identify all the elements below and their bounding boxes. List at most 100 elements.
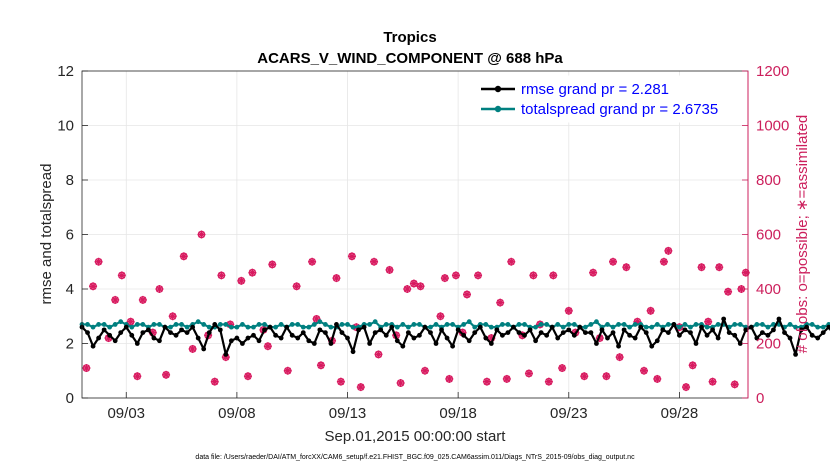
obs-assimilated-point <box>332 274 341 283</box>
rmse-point <box>594 341 599 346</box>
obs-star-stroke <box>496 299 504 306</box>
rmse-point <box>317 327 323 333</box>
obs-star-stroke <box>118 272 126 279</box>
obs-star-stroke <box>452 272 460 279</box>
obs-assimilated-point <box>385 265 394 274</box>
obs-assimilated-point <box>558 364 567 373</box>
obs-star-stroke <box>623 263 630 271</box>
y-tick-label: 2 <box>66 336 74 353</box>
obs-star-stroke <box>603 372 610 380</box>
obs-assimilated-point <box>168 312 177 321</box>
rmse-point <box>372 330 378 335</box>
obs-assimilated-point <box>688 361 697 370</box>
rmse-point <box>422 324 428 330</box>
y-tick-label: 12 <box>57 63 74 80</box>
rmse-point <box>665 330 671 335</box>
totalspread-point <box>809 322 815 327</box>
obs-star-stroke <box>198 231 205 238</box>
totalspread-point <box>262 322 267 327</box>
obs-assimilated-point <box>474 271 483 280</box>
obs-assimilated-point <box>564 306 573 315</box>
totalspread-point <box>466 319 472 325</box>
totalspread-point <box>621 322 627 327</box>
rmse-point <box>367 341 373 346</box>
totalspread-point <box>704 324 710 330</box>
rmse-point <box>168 330 173 335</box>
rmse-point <box>179 327 184 333</box>
rmse-point <box>737 341 743 346</box>
rmse-point <box>599 327 605 333</box>
totalspread-point <box>594 319 599 325</box>
rmse-point <box>461 332 467 338</box>
obs-star-stroke <box>83 364 90 372</box>
totalspread-point <box>234 324 240 330</box>
totalspread-point <box>555 322 561 327</box>
rmse-point <box>228 338 234 344</box>
totalspread-point <box>605 322 610 327</box>
rmse-point <box>417 332 422 338</box>
obs-assimilated-point <box>602 372 611 381</box>
obs-star-stroke <box>689 362 696 369</box>
y-tick-label: 8 <box>66 172 74 189</box>
rmse-point <box>328 341 334 346</box>
obs-star-stroke <box>357 383 365 391</box>
obs-star-stroke <box>169 312 177 320</box>
rmse-point <box>433 341 439 346</box>
totalspread-point <box>179 322 184 327</box>
totalspread-point <box>571 322 577 327</box>
totalspread-point <box>560 324 566 330</box>
obs-star-stroke <box>507 258 515 266</box>
totalspread-point <box>787 322 793 327</box>
y2-tick-label: 200 <box>756 336 781 353</box>
obs-assimilated-point <box>188 344 197 353</box>
rmse-point <box>405 330 411 335</box>
rmse-point <box>643 330 649 335</box>
totalspread-point <box>499 322 505 327</box>
totalspread-point <box>754 322 760 327</box>
obs-assimilated-point <box>529 271 538 280</box>
obs-assimilated-point <box>724 287 733 296</box>
rmse-point <box>184 330 190 335</box>
obs-star-stroke <box>417 282 424 290</box>
rmse-point <box>245 335 251 341</box>
totalspread-point <box>245 324 251 330</box>
obs-assimilated-point <box>697 263 706 272</box>
rmse-point <box>466 338 472 344</box>
rmse-point <box>311 341 317 346</box>
totalspread-point <box>715 322 721 327</box>
obs-star-stroke <box>446 375 453 383</box>
obs-star-stroke <box>180 253 188 260</box>
totalspread-point <box>400 322 406 327</box>
totalspread-point <box>107 324 113 330</box>
obs-star-stroke <box>441 274 449 282</box>
legend-totalspread-label: totalspread grand pr = 2.6735 <box>521 101 718 118</box>
obs-star-stroke <box>640 367 648 375</box>
rmse-point <box>660 327 666 333</box>
obs-assimilated-point <box>403 285 412 293</box>
obs-star-stroke <box>386 266 393 274</box>
obs-star-stroke <box>156 285 163 293</box>
totalspread-point <box>300 324 306 330</box>
rmse-point <box>90 343 96 349</box>
obs-star-stroke <box>459 329 466 336</box>
totalspread-point <box>732 322 738 327</box>
obs-star-stroke <box>421 367 429 375</box>
totalspread-point <box>240 322 245 327</box>
obs-star-stroke <box>698 263 705 271</box>
totalspread-point <box>793 324 798 330</box>
rmse-point <box>505 330 511 335</box>
obs-star-stroke <box>738 285 745 293</box>
obs-assimilated-point <box>179 252 188 261</box>
rmse-point <box>251 332 256 338</box>
rmse-point <box>627 332 633 338</box>
obs-star-stroke <box>95 258 102 266</box>
rmse-point <box>96 335 101 341</box>
obs-star-stroke <box>565 307 573 315</box>
obs-star-stroke <box>545 378 553 385</box>
totalspread-point <box>311 322 317 327</box>
totalspread-point <box>157 322 162 327</box>
totalspread-point <box>588 322 594 327</box>
rmse-point <box>677 332 682 338</box>
rmse-point <box>157 338 162 344</box>
rmse-point <box>710 327 715 333</box>
